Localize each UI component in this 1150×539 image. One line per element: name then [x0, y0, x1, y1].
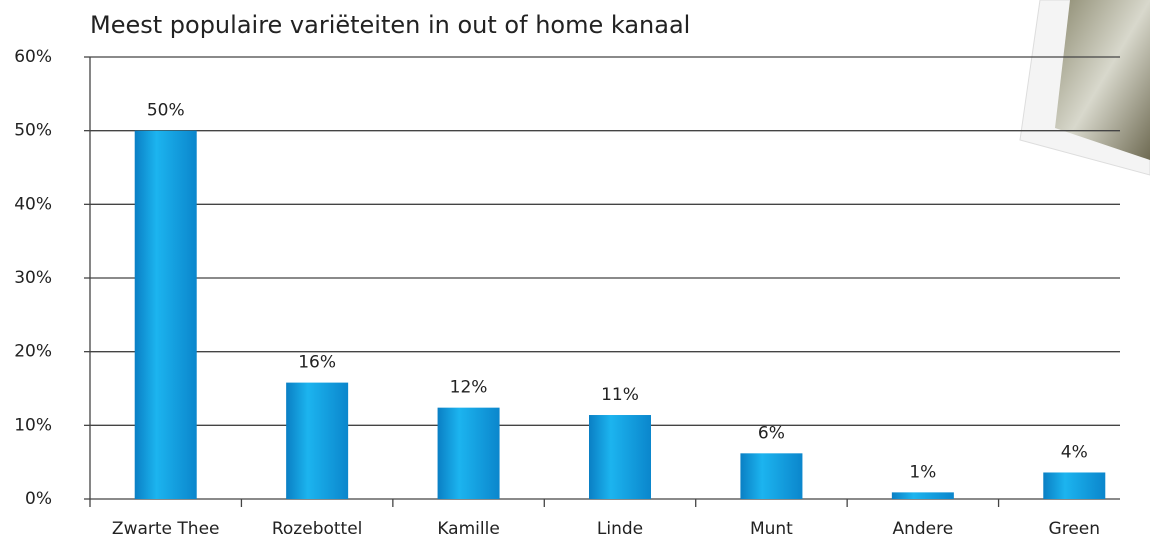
data-label: 6% [758, 423, 785, 443]
x-tick-label: Andere [892, 519, 953, 539]
chart: Meest populaire variëteiten in out of ho… [0, 0, 1150, 539]
y-tick-label: 40% [14, 194, 52, 214]
data-label: 4% [1061, 442, 1088, 462]
y-tick-label: 30% [14, 268, 52, 288]
x-tick-label: Rozebottel [272, 519, 363, 539]
y-tick-label: 50% [14, 121, 52, 141]
data-label: 50% [147, 101, 185, 121]
bar [892, 492, 954, 499]
bar [589, 415, 651, 499]
bar [286, 383, 348, 499]
bar [135, 131, 197, 499]
y-tick-label: 0% [25, 489, 52, 509]
data-label: 12% [450, 378, 488, 398]
y-tick-label: 10% [14, 415, 52, 435]
x-tick-label: Linde [597, 519, 643, 539]
x-tick-label: Kamille [437, 519, 499, 539]
data-label: 1% [909, 462, 936, 482]
bar [438, 408, 500, 499]
chart-title: Meest populaire variëteiten in out of ho… [90, 11, 690, 39]
x-tick-label: Munt [750, 519, 793, 539]
x-tick-label: Green [1049, 519, 1100, 539]
bar [740, 453, 802, 499]
data-label: 11% [601, 385, 639, 405]
y-tick-label: 20% [14, 342, 52, 362]
data-label: 16% [298, 353, 336, 373]
bar [1043, 472, 1105, 499]
decorative-photo [1020, 0, 1150, 175]
y-tick-label: 60% [14, 47, 52, 67]
x-tick-label: Zwarte Thee [112, 519, 220, 539]
